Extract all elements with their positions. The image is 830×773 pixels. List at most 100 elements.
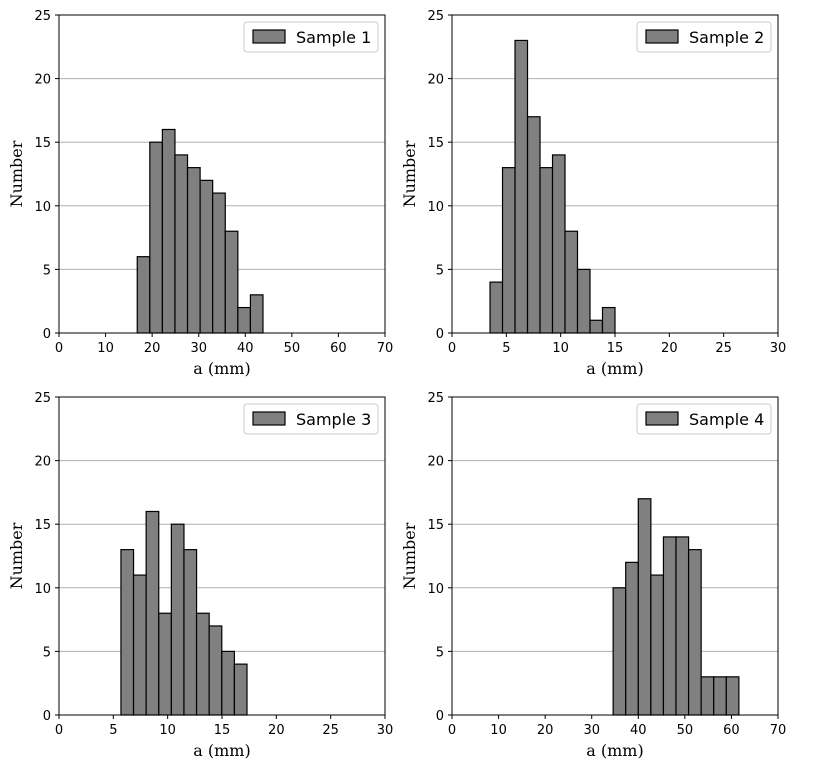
histogram-bar	[174, 154, 189, 334]
legend: Sample 3	[243, 403, 379, 435]
histogram-bar	[208, 625, 223, 716]
x-tick-label: 10	[97, 341, 114, 356]
legend-label: Sample 1	[296, 28, 371, 47]
y-axis-title: Number	[7, 140, 26, 207]
x-tick-label: 10	[552, 341, 569, 356]
y-tick-label: 25	[34, 9, 51, 24]
x-tick-label: 30	[377, 723, 394, 738]
x-tick-label: 5	[502, 341, 510, 356]
histogram-bar	[539, 167, 554, 334]
y-tick-label: 0	[436, 709, 444, 724]
histogram-bar	[700, 676, 715, 716]
histogram-bar	[576, 268, 591, 334]
x-tick-label: 50	[284, 341, 301, 356]
x-tick-label: 20	[268, 723, 285, 738]
histogram-bar	[589, 319, 604, 334]
histogram-bar	[233, 663, 248, 716]
x-axis-title: a (mm)	[586, 359, 643, 378]
y-tick-label: 25	[34, 391, 51, 406]
histogram-bar	[625, 561, 639, 716]
x-tick-label: 40	[630, 723, 647, 738]
y-tick-label: 10	[34, 200, 51, 215]
legend-swatch	[252, 411, 286, 426]
y-axis-title: Number	[400, 140, 419, 207]
legend-label: Sample 4	[689, 410, 764, 429]
histogram-bar	[249, 294, 264, 334]
histogram-bar	[675, 536, 690, 716]
legend: Sample 2	[636, 21, 772, 53]
histogram-bar	[713, 676, 727, 716]
y-tick-label: 15	[427, 136, 444, 151]
y-tick-label: 10	[34, 582, 51, 597]
histogram-bar	[237, 306, 252, 334]
chart-panel-4: 0 10 20 30 40 50 60 70 0 5 10 15 20 25 a (mm) Number Sam…	[400, 391, 786, 760]
y-tick-label: 10	[427, 200, 444, 215]
histogram-bar	[221, 650, 235, 716]
y-tick-label: 15	[34, 136, 51, 151]
legend-swatch	[645, 29, 679, 44]
x-tick-label: 5	[109, 723, 117, 738]
y-tick-label: 15	[427, 518, 444, 533]
x-tick-label: 20	[537, 723, 554, 738]
x-tick-label: 50	[677, 723, 694, 738]
y-axis-title: Number	[400, 522, 419, 589]
y-tick-label: 0	[43, 709, 51, 724]
y-tick-label: 5	[43, 263, 51, 278]
chart-panel-1: 0 10 20 30 40 50 60 70 0 5 10 15 20 25 a (mm) Number Sam…	[7, 9, 393, 378]
histogram-bar	[564, 230, 579, 334]
y-tick-label: 5	[436, 263, 444, 278]
histogram-bar	[136, 256, 151, 334]
legend: Sample 4	[636, 403, 772, 435]
chart-panel-2: 0 5 10 15 20 25 30 0 5 10 15 20 25 a (mm) Number Sample…	[400, 9, 786, 378]
x-axis-title: a (mm)	[193, 741, 250, 760]
plot-frame	[58, 14, 386, 334]
histogram-bar	[662, 536, 677, 716]
y-tick-label: 15	[34, 518, 51, 533]
histogram-bar	[149, 141, 163, 334]
histogram-bar	[551, 154, 566, 334]
histogram-bar	[199, 179, 214, 334]
y-tick-label: 25	[427, 9, 444, 24]
x-tick-label: 0	[448, 341, 456, 356]
histogram-bar	[120, 549, 135, 716]
legend-label: Sample 2	[689, 28, 764, 47]
x-tick-label: 15	[607, 341, 624, 356]
chart-panel-3: 0 5 10 15 20 25 30 0 5 10 15 20 25 a (mm) Number Sample…	[7, 391, 393, 760]
x-tick-label: 25	[715, 341, 732, 356]
x-tick-label: 70	[770, 723, 787, 738]
y-tick-label: 5	[43, 645, 51, 660]
legend-label: Sample 3	[296, 410, 371, 429]
histogram-bar	[612, 587, 627, 716]
y-axis-title: Number	[7, 522, 26, 589]
legend: Sample 1	[243, 21, 379, 53]
y-tick-label: 0	[43, 327, 51, 342]
y-tick-label: 20	[427, 73, 444, 88]
x-axis-title: a (mm)	[586, 741, 643, 760]
x-tick-label: 60	[723, 723, 740, 738]
plot-frame	[451, 396, 779, 716]
histogram-bar	[501, 167, 516, 334]
histogram-bar	[183, 549, 198, 716]
x-tick-label: 20	[661, 341, 678, 356]
y-tick-label: 20	[34, 73, 51, 88]
x-tick-label: 20	[144, 341, 161, 356]
histogram-bar	[170, 523, 185, 716]
x-tick-label: 40	[237, 341, 254, 356]
legend-swatch	[645, 411, 679, 426]
histogram-bar	[650, 574, 665, 716]
x-tick-label: 0	[448, 723, 456, 738]
histogram-bar	[132, 574, 147, 716]
histogram-bar	[601, 306, 616, 334]
histogram-bar	[687, 549, 702, 716]
x-tick-label: 25	[322, 723, 339, 738]
histogram-bar	[212, 192, 226, 334]
histogram-bar	[637, 498, 652, 716]
y-tick-label: 0	[436, 327, 444, 342]
histogram-bar	[145, 510, 160, 716]
histogram-bar	[224, 230, 239, 334]
x-tick-label: 30	[770, 341, 787, 356]
histogram-bar	[514, 39, 529, 334]
x-tick-label: 30	[190, 341, 207, 356]
histogram-bar	[195, 612, 210, 716]
